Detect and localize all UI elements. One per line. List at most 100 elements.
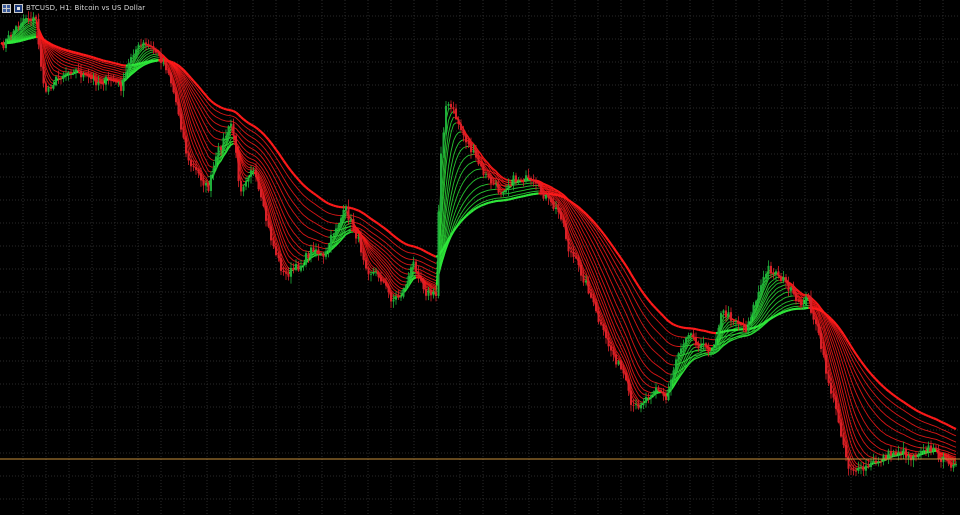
ribbon-segment [143,46,147,49]
ribbon-segment [288,255,292,259]
ribbon-segment [843,375,847,385]
ribbon-segment [765,288,769,296]
ribbon-segment [200,116,204,123]
ribbon-segment [198,157,202,164]
ribbon-segment [53,69,57,72]
ribbon-segment [238,136,242,140]
ribbon-segment [388,266,392,272]
ribbon-segment [890,427,894,430]
ribbon-segment [323,227,327,230]
ribbon-segment [493,169,497,172]
ribbon-segment [750,320,754,325]
ribbon-segment [840,339,844,346]
ribbon-segment [858,432,862,438]
ribbon-segment [573,238,577,244]
ribbon-segment [318,246,322,249]
ribbon-segment [640,321,644,327]
ribbon-segment [638,328,642,334]
ribbon-segment [8,38,12,41]
ribbon-segment [188,139,192,149]
ribbon-segment [205,143,209,150]
ribbon-segment [293,222,297,227]
ribbon-segment [690,350,694,353]
ribbon-segment [390,252,394,256]
ribbon-segment [640,396,644,400]
ribbon-segment [903,433,907,437]
ribbon-segment [258,147,262,151]
ribbon-segment [450,206,454,217]
ribbon-segment [185,129,189,140]
ribbon-segment [648,378,652,382]
ribbon-segment [868,439,872,443]
ribbon-segment [893,445,897,448]
ribbon-segment [523,183,527,185]
ribbon-segment [180,75,184,81]
ribbon-segment [300,248,304,251]
ribbon-segment [380,248,384,251]
ribbon-segment [395,287,399,291]
ribbon-segment [690,355,694,358]
ribbon-segment [25,28,29,32]
ribbon-segment [830,348,834,358]
ribbon-segment [370,247,374,251]
ribbon-segment [208,164,212,168]
ribbon-segment [855,455,859,459]
ribbon-segment [25,20,29,24]
ribbon-segment [885,434,889,437]
ribbon-segment [380,267,384,272]
ribbon-segment [63,64,67,67]
ribbon-segment [645,376,649,380]
ribbon-segment [95,64,99,66]
ribbon-segment [695,352,699,355]
ribbon-segment [183,77,187,83]
ribbon-segment [630,372,634,380]
ribbon-segment [145,56,149,59]
ribbon-segment [798,291,802,294]
ribbon-segment [188,96,192,103]
ribbon-segment [833,385,837,395]
ribbon-segment [773,274,777,277]
ribbon-segment [338,227,342,234]
ribbon-segment [640,391,644,395]
ribbon-segment [265,196,269,204]
ribbon-segment [475,149,479,153]
ribbon-segment [278,193,282,200]
ribbon-segment [645,390,649,393]
ribbon-segment [320,241,324,244]
ribbon-segment [193,145,197,153]
ribbon-segment [580,213,584,218]
ribbon-segment [730,334,734,338]
ribbon-segment [558,198,562,203]
ribbon-segment [88,74,92,76]
ribbon-segment [140,54,144,59]
ribbon-segment [270,196,274,204]
ribbon-segment [33,33,37,36]
ribbon-segment [228,145,232,149]
ribbon-segment [500,176,504,179]
ribbon-segment [445,166,449,188]
ribbon-segment [20,30,24,34]
ribbon-segment [300,221,304,225]
ribbon-segment [98,72,102,75]
ribbon-segment [593,279,597,286]
ribbon-segment [578,243,582,251]
ribbon-segment [258,153,262,157]
ribbon-segment [263,194,267,206]
ribbon-segment [428,286,432,291]
ribbon-segment [390,281,394,286]
ribbon-segment [18,34,22,38]
ribbon-segment [628,341,632,350]
ribbon-segment [953,459,957,461]
ribbon-segment [945,450,949,453]
ribbon-segment [503,180,507,183]
ribbon-segment [60,70,64,72]
ribbon-segment [265,183,269,190]
ribbon-segment [570,232,574,240]
ribbon-segment [375,250,379,254]
ribbon-segment [370,270,374,272]
ribbon-segment [660,383,664,386]
ribbon-segment [858,378,862,384]
ribbon-segment [498,178,502,181]
ribbon-segment [393,281,397,285]
